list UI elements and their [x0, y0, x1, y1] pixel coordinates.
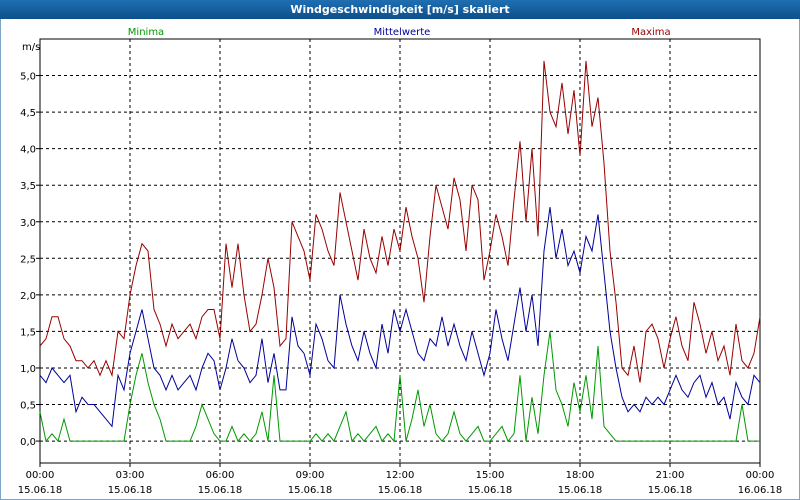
x-tick-date: 15.06.18	[648, 485, 693, 496]
chart-title: Windgeschwindigkeit [m/s] skaliert	[0, 0, 800, 19]
y-tick-label: 1,0	[20, 364, 36, 375]
x-tick-time: 15:00	[476, 470, 505, 481]
x-tick-date: 15.06.18	[378, 485, 423, 496]
y-tick-label: 3,0	[20, 218, 36, 229]
x-tick-date: 15.06.18	[18, 485, 63, 496]
x-tick-date: 15.06.18	[108, 485, 153, 496]
y-tick-label: 0,5	[20, 401, 36, 412]
y-tick-label: 2,5	[20, 254, 36, 265]
series-line-maxima	[39, 60, 761, 383]
series-line-mittelwerte	[39, 207, 761, 428]
x-tick-date: 15.06.18	[558, 485, 603, 496]
y-tick-label: 4,0	[20, 145, 36, 156]
x-tick-date: 15.06.18	[198, 485, 243, 496]
x-tick-time: 12:00	[386, 470, 415, 481]
x-tick-time: 00:00	[746, 470, 775, 481]
x-tick-time: 03:00	[116, 470, 145, 481]
axes	[36, 38, 761, 467]
x-tick-time: 00:00	[26, 470, 55, 481]
legend-maxima: Maxima	[631, 27, 670, 38]
labels: 0,0 0,5 1,0 1,5 2,0 2,5 3,0 3,5 4,0 4,5 5,0 m/s 00:0…	[18, 27, 783, 496]
y-tick-label: 1,5	[20, 327, 36, 338]
x-tick-date: 15.06.18	[468, 485, 513, 496]
y-tick-label: 5,0	[20, 72, 36, 83]
x-tick-time: 21:00	[656, 470, 685, 481]
x-tick-date: 16.06.18	[738, 485, 783, 496]
legend-minima: Minima	[128, 27, 164, 38]
series-line-minima	[39, 331, 760, 443]
series-layer	[39, 60, 761, 443]
x-tick-time: 06:00	[206, 470, 235, 481]
x-tick-time: 18:00	[566, 470, 595, 481]
y-tick-label: 2,0	[20, 291, 36, 302]
y-tick-label: 4,5	[20, 108, 36, 119]
y-tick-label: 0,0	[20, 437, 36, 448]
x-tick-date: 15.06.18	[288, 485, 333, 496]
legend-mittelwerte: Mittelwerte	[374, 27, 431, 38]
y-tick-label: 3,5	[20, 181, 36, 192]
x-tick-time: 09:00	[296, 470, 325, 481]
y-axis-label: m/s	[22, 42, 40, 53]
